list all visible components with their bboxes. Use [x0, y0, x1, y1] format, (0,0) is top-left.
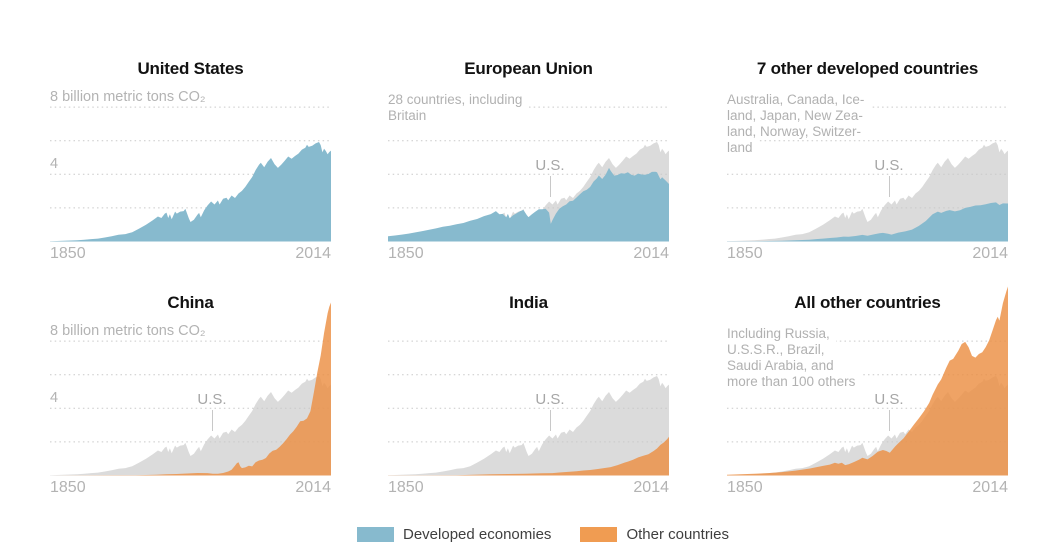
y-axis-mid-label: 4	[50, 157, 65, 172]
emissions-area-svg	[388, 340, 669, 476]
chart-panel-european-union: European Union 8 billion metric tons CO₂…	[388, 57, 669, 272]
x-axis-start-label: 1850	[727, 245, 763, 262]
legend-label-developed: Developed economies	[403, 526, 552, 543]
x-axis-start-label: 1850	[50, 245, 86, 262]
y-axis-top-label: 8 billion metric tons CO₂	[50, 90, 212, 105]
subtitle-line: Australia, Canada, Ice-	[727, 92, 871, 108]
x-axis-end-label: 2014	[633, 245, 669, 262]
x-axis-end-label: 2014	[972, 245, 1008, 262]
y-axis-mid-label: 4	[50, 391, 65, 406]
us-reference-tick	[889, 176, 890, 197]
us-reference-label: U.S.	[870, 392, 908, 407]
x-axis-end-label: 2014	[633, 479, 669, 496]
panel-subtitle: Australia, Canada, Ice-land, Japan, New …	[727, 92, 871, 156]
us-reference-label: U.S.	[531, 392, 569, 407]
panel-title: India	[509, 293, 548, 312]
subtitle-line: more than 100 others	[727, 374, 862, 390]
panel-title: European Union	[464, 59, 593, 78]
subtitle-line: Britain	[388, 108, 433, 124]
legend-item-other: Other countries	[580, 526, 729, 543]
us-reference-label: U.S.	[531, 158, 569, 173]
emissions-area-svg	[727, 286, 1008, 476]
us-reference-tick	[212, 410, 213, 431]
x-axis-end-label: 2014	[295, 479, 331, 496]
us-reference-label: U.S.	[870, 158, 908, 173]
emissions-area-svg	[50, 106, 331, 242]
legend-item-developed: Developed economies	[357, 526, 551, 543]
emissions-area-svg	[50, 302, 331, 476]
panel-title: China	[167, 293, 214, 312]
legend-swatch-developed	[357, 527, 394, 542]
subtitle-line: land, Norway, Switzer-	[727, 124, 868, 140]
chart-panel-china: China 8 billion metric tons CO₂ 4 U.S. 1…	[50, 291, 331, 506]
x-axis-end-label: 2014	[972, 479, 1008, 496]
us-reference-label: U.S.	[193, 392, 231, 407]
x-axis-start-label: 1850	[388, 479, 424, 496]
x-axis-start-label: 1850	[727, 479, 763, 496]
x-axis-start-label: 1850	[50, 479, 86, 496]
panel-subtitle: Including Russia, U.S.S.R., Brazil, Saudi …	[727, 326, 862, 390]
legend-label-other: Other countries	[626, 526, 729, 543]
emissions-area-svg	[388, 106, 669, 242]
y-axis-top-label: 8 billion metric tons CO₂	[50, 324, 212, 339]
chart-panel-all-other-countries: All other countries 8 billion metric ton…	[727, 286, 1008, 506]
chart-panel-india: India 8 billion metric tons CO₂ 4 U.S. 1…	[388, 291, 669, 506]
us-reference-tick	[889, 410, 890, 431]
x-axis-end-label: 2014	[295, 245, 331, 262]
subtitle-line: land, Japan, New Zea-	[727, 108, 869, 124]
legend-swatch-other	[580, 527, 618, 542]
us-reference-tick	[550, 176, 551, 197]
us-reference-tick	[550, 410, 551, 431]
legend: Developed economies Other countries	[357, 526, 729, 543]
subtitle-line: U.S.S.R., Brazil,	[727, 342, 831, 358]
subtitle-line: Including Russia,	[727, 326, 836, 342]
subtitle-line: land	[727, 140, 759, 156]
chart-panel-united-states: United States 8 billion metric tons CO₂ …	[50, 57, 331, 272]
subtitle-line: 28 countries, including	[388, 92, 529, 108]
x-axis-start-label: 1850	[388, 245, 424, 262]
panel-title: United States	[137, 59, 244, 78]
panel-title: 7 other developed countries	[756, 59, 979, 78]
chart-panel-7-other-developed: 7 other developed countries 8 billion me…	[727, 57, 1008, 272]
emissions-area-svg	[727, 106, 1008, 242]
subtitle-line: Saudi Arabia, and	[727, 358, 840, 374]
panel-subtitle: 28 countries, including Britain	[388, 92, 529, 124]
panel-title: All other countries	[794, 293, 941, 312]
